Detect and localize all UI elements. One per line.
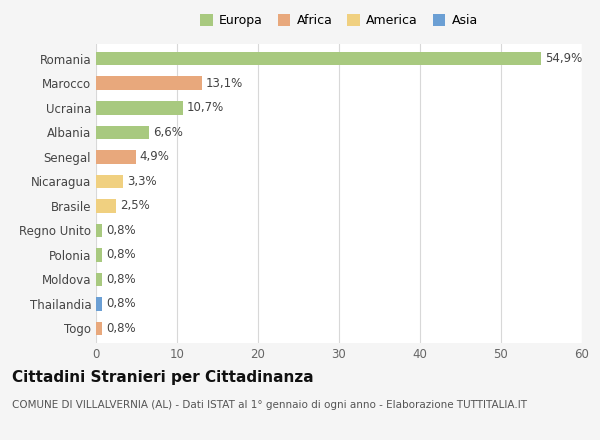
- Text: 3,3%: 3,3%: [127, 175, 157, 188]
- Text: 10,7%: 10,7%: [187, 101, 224, 114]
- Bar: [96, 150, 136, 164]
- Text: 54,9%: 54,9%: [545, 52, 582, 65]
- Bar: [96, 297, 103, 311]
- Text: 13,1%: 13,1%: [206, 77, 244, 90]
- Bar: [96, 52, 541, 66]
- Text: 0,8%: 0,8%: [107, 297, 136, 311]
- Bar: [96, 175, 123, 188]
- Text: Cittadini Stranieri per Cittadinanza: Cittadini Stranieri per Cittadinanza: [12, 370, 314, 385]
- Text: COMUNE DI VILLALVERNIA (AL) - Dati ISTAT al 1° gennaio di ogni anno - Elaborazio: COMUNE DI VILLALVERNIA (AL) - Dati ISTAT…: [12, 400, 527, 411]
- Text: 0,8%: 0,8%: [107, 322, 136, 335]
- Text: 0,8%: 0,8%: [107, 273, 136, 286]
- Bar: [96, 125, 149, 139]
- Bar: [96, 322, 103, 335]
- Bar: [96, 273, 103, 286]
- Text: 6,6%: 6,6%: [154, 126, 184, 139]
- Text: 2,5%: 2,5%: [120, 199, 150, 213]
- Text: 4,9%: 4,9%: [140, 150, 170, 163]
- Bar: [96, 248, 103, 262]
- Bar: [96, 224, 103, 237]
- Bar: [96, 199, 116, 213]
- Text: 0,8%: 0,8%: [107, 224, 136, 237]
- Bar: [96, 101, 182, 114]
- Bar: [96, 77, 202, 90]
- Legend: Europa, Africa, America, Asia: Europa, Africa, America, Asia: [200, 15, 478, 27]
- Text: 0,8%: 0,8%: [107, 249, 136, 261]
